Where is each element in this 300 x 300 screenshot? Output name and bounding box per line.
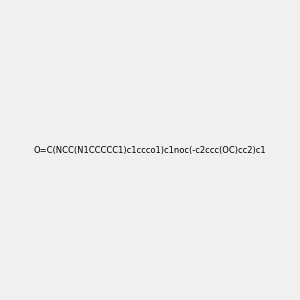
Text: O=C(NCC(N1CCCCC1)c1ccco1)c1noc(-c2ccc(OC)cc2)c1: O=C(NCC(N1CCCCC1)c1ccco1)c1noc(-c2ccc(OC… (34, 146, 266, 154)
